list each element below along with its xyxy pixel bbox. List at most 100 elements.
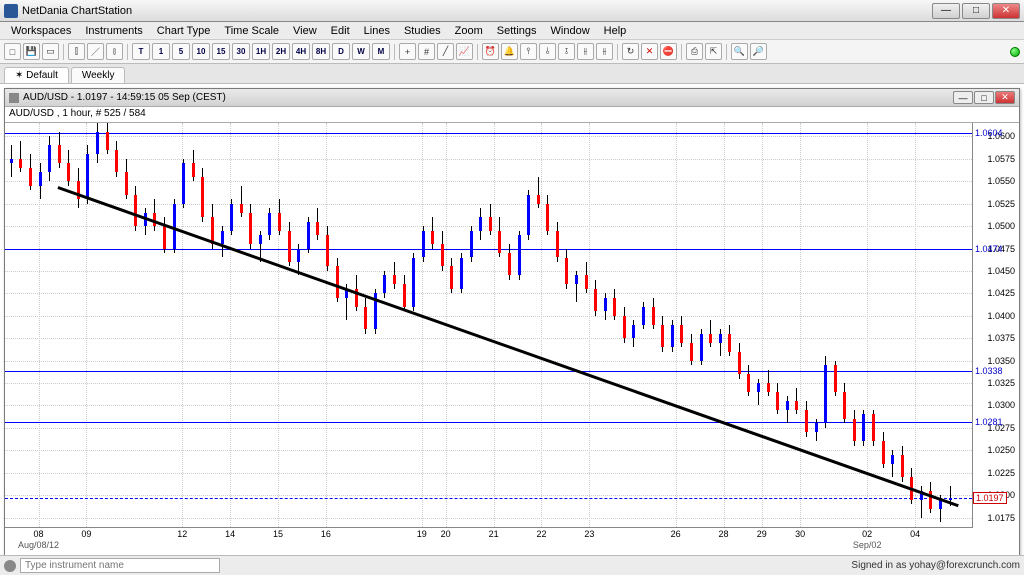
study4-icon[interactable]: ⫲ <box>577 43 594 60</box>
timeframe-m-button[interactable]: M <box>372 43 390 60</box>
line-tool-icon[interactable]: ╱ <box>437 43 454 60</box>
y-tick-label: 1.0500 <box>987 221 1015 231</box>
timeframe-4h-button[interactable]: 4H <box>292 43 310 60</box>
export-icon[interactable]: ⇱ <box>705 43 722 60</box>
current-price-marker: 1.0197 <box>973 492 1007 504</box>
y-tick-label: 1.0175 <box>987 513 1015 523</box>
y-tick-label: 1.0550 <box>987 176 1015 186</box>
chart-title: AUD/USD - 1.0197 - 14:59:15 05 Sep (CEST… <box>23 92 953 103</box>
menu-instruments[interactable]: Instruments <box>78 24 149 38</box>
y-tick-label: 1.0300 <box>987 400 1015 410</box>
menu-chart-type[interactable]: Chart Type <box>150 24 218 38</box>
trendline[interactable] <box>57 186 958 507</box>
status-icon <box>4 560 16 572</box>
study2-icon[interactable]: ⫰ <box>539 43 556 60</box>
x-tick-label: 22 <box>536 529 546 539</box>
workspace-tab-default[interactable]: ✶ Default <box>4 67 69 83</box>
app-icon <box>4 4 18 18</box>
x-tick-label: 23 <box>584 529 594 539</box>
zoom-out-icon[interactable]: 🔎 <box>750 43 767 60</box>
close-button[interactable]: ✕ <box>992 3 1020 19</box>
save-icon[interactable]: 💾 <box>23 43 40 60</box>
hline-label: 1.0281 <box>975 417 1003 427</box>
alert-icon[interactable]: ⏰ <box>482 43 499 60</box>
chart-plot-area[interactable] <box>5 123 973 527</box>
horizontal-line[interactable] <box>5 249 972 250</box>
study3-icon[interactable]: ⫱ <box>558 43 575 60</box>
bell-icon[interactable]: 🔔 <box>501 43 518 60</box>
y-axis: 1.01751.02001.02251.02501.02751.03001.03… <box>973 123 1019 527</box>
x-tick-label: 15 <box>273 529 283 539</box>
timeframe-1h-button[interactable]: 1H <box>252 43 270 60</box>
refresh-icon[interactable]: ↻ <box>622 43 639 60</box>
trend-icon[interactable]: 📈 <box>456 43 473 60</box>
y-tick-label: 1.0250 <box>987 445 1015 455</box>
chart-close-button[interactable]: ✕ <box>995 91 1015 104</box>
study5-icon[interactable]: ⫳ <box>596 43 613 60</box>
delete-icon[interactable]: ✕ <box>641 43 658 60</box>
x-tick-label: 09 <box>81 529 91 539</box>
chart-maximize-button[interactable]: □ <box>974 91 994 104</box>
print-icon[interactable]: ⎙ <box>686 43 703 60</box>
menu-zoom[interactable]: Zoom <box>448 24 490 38</box>
y-tick-label: 1.0400 <box>987 311 1015 321</box>
x-axis: 0809121415161920212223262829300204Aug/08… <box>5 527 973 555</box>
menu-help[interactable]: Help <box>597 24 634 38</box>
y-tick-label: 1.0375 <box>987 333 1015 343</box>
workspace-tab-weekly[interactable]: Weekly <box>71 67 126 83</box>
crosshair-icon[interactable]: + <box>399 43 416 60</box>
app-titlebar: NetDania ChartStation — □ ✕ <box>0 0 1024 22</box>
horizontal-line[interactable] <box>5 133 972 134</box>
menu-window[interactable]: Window <box>544 24 597 38</box>
hline-label: 1.0474 <box>975 244 1003 254</box>
x-tick-label: 21 <box>489 529 499 539</box>
workspace-tabs: ✶ DefaultWeekly <box>0 64 1024 84</box>
timeframe-1-button[interactable]: 1 <box>152 43 170 60</box>
timeframe-w-button[interactable]: W <box>352 43 370 60</box>
menu-edit[interactable]: Edit <box>324 24 357 38</box>
timeframe-2h-button[interactable]: 2H <box>272 43 290 60</box>
menu-workspaces[interactable]: Workspaces <box>4 24 78 38</box>
menu-studies[interactable]: Studies <box>397 24 448 38</box>
zoom-in-icon[interactable]: 🔍 <box>731 43 748 60</box>
statusbar: Signed in as yohay@forexcrunch.com <box>0 555 1024 575</box>
timeframe-d-button[interactable]: D <box>332 43 350 60</box>
horizontal-line[interactable] <box>5 498 972 499</box>
y-tick-label: 1.0450 <box>987 266 1015 276</box>
instrument-search-input[interactable] <box>20 558 220 573</box>
x-tick-label: 19 <box>417 529 427 539</box>
x-tick-label: 04 <box>910 529 920 539</box>
y-tick-label: 1.0525 <box>987 199 1015 209</box>
chart-titlebar: AUD/USD - 1.0197 - 14:59:15 05 Sep (CEST… <box>5 89 1019 107</box>
minimize-button[interactable]: — <box>932 3 960 19</box>
menu-time-scale[interactable]: Time Scale <box>217 24 286 38</box>
new-icon[interactable]: □ <box>4 43 21 60</box>
signed-in-label: Signed in as yohay@forexcrunch.com <box>851 560 1020 571</box>
timeframe-15-button[interactable]: 15 <box>212 43 230 60</box>
menu-lines[interactable]: Lines <box>357 24 397 38</box>
timeframe-10-button[interactable]: 10 <box>192 43 210 60</box>
x-tick-label: 20 <box>441 529 451 539</box>
stop-icon[interactable]: ⛔ <box>660 43 677 60</box>
study1-icon[interactable]: ⫯ <box>520 43 537 60</box>
timeframe-30-button[interactable]: 30 <box>232 43 250 60</box>
timeframe-5-button[interactable]: 5 <box>172 43 190 60</box>
x-tick-label: 29 <box>757 529 767 539</box>
chart-candle-icon[interactable]: ⫿ <box>68 43 85 60</box>
open-icon[interactable]: ▭ <box>42 43 59 60</box>
chart-bar-icon[interactable]: ⫾ <box>106 43 123 60</box>
x-sub-label: Sep/02 <box>853 540 882 550</box>
chart-icon <box>9 93 19 103</box>
chart-minimize-button[interactable]: — <box>953 91 973 104</box>
menu-settings[interactable]: Settings <box>490 24 544 38</box>
chart-line-icon[interactable]: ／ <box>87 43 104 60</box>
grid-icon[interactable]: # <box>418 43 435 60</box>
maximize-button[interactable]: □ <box>962 3 990 19</box>
y-tick-label: 1.0575 <box>987 154 1015 164</box>
menu-view[interactable]: View <box>286 24 324 38</box>
x-tick-label: 26 <box>671 529 681 539</box>
timeframe-8h-button[interactable]: 8H <box>312 43 330 60</box>
chart-window: AUD/USD - 1.0197 - 14:59:15 05 Sep (CEST… <box>4 88 1020 556</box>
timeframe-t-button[interactable]: T <box>132 43 150 60</box>
menubar: WorkspacesInstrumentsChart TypeTime Scal… <box>0 22 1024 40</box>
